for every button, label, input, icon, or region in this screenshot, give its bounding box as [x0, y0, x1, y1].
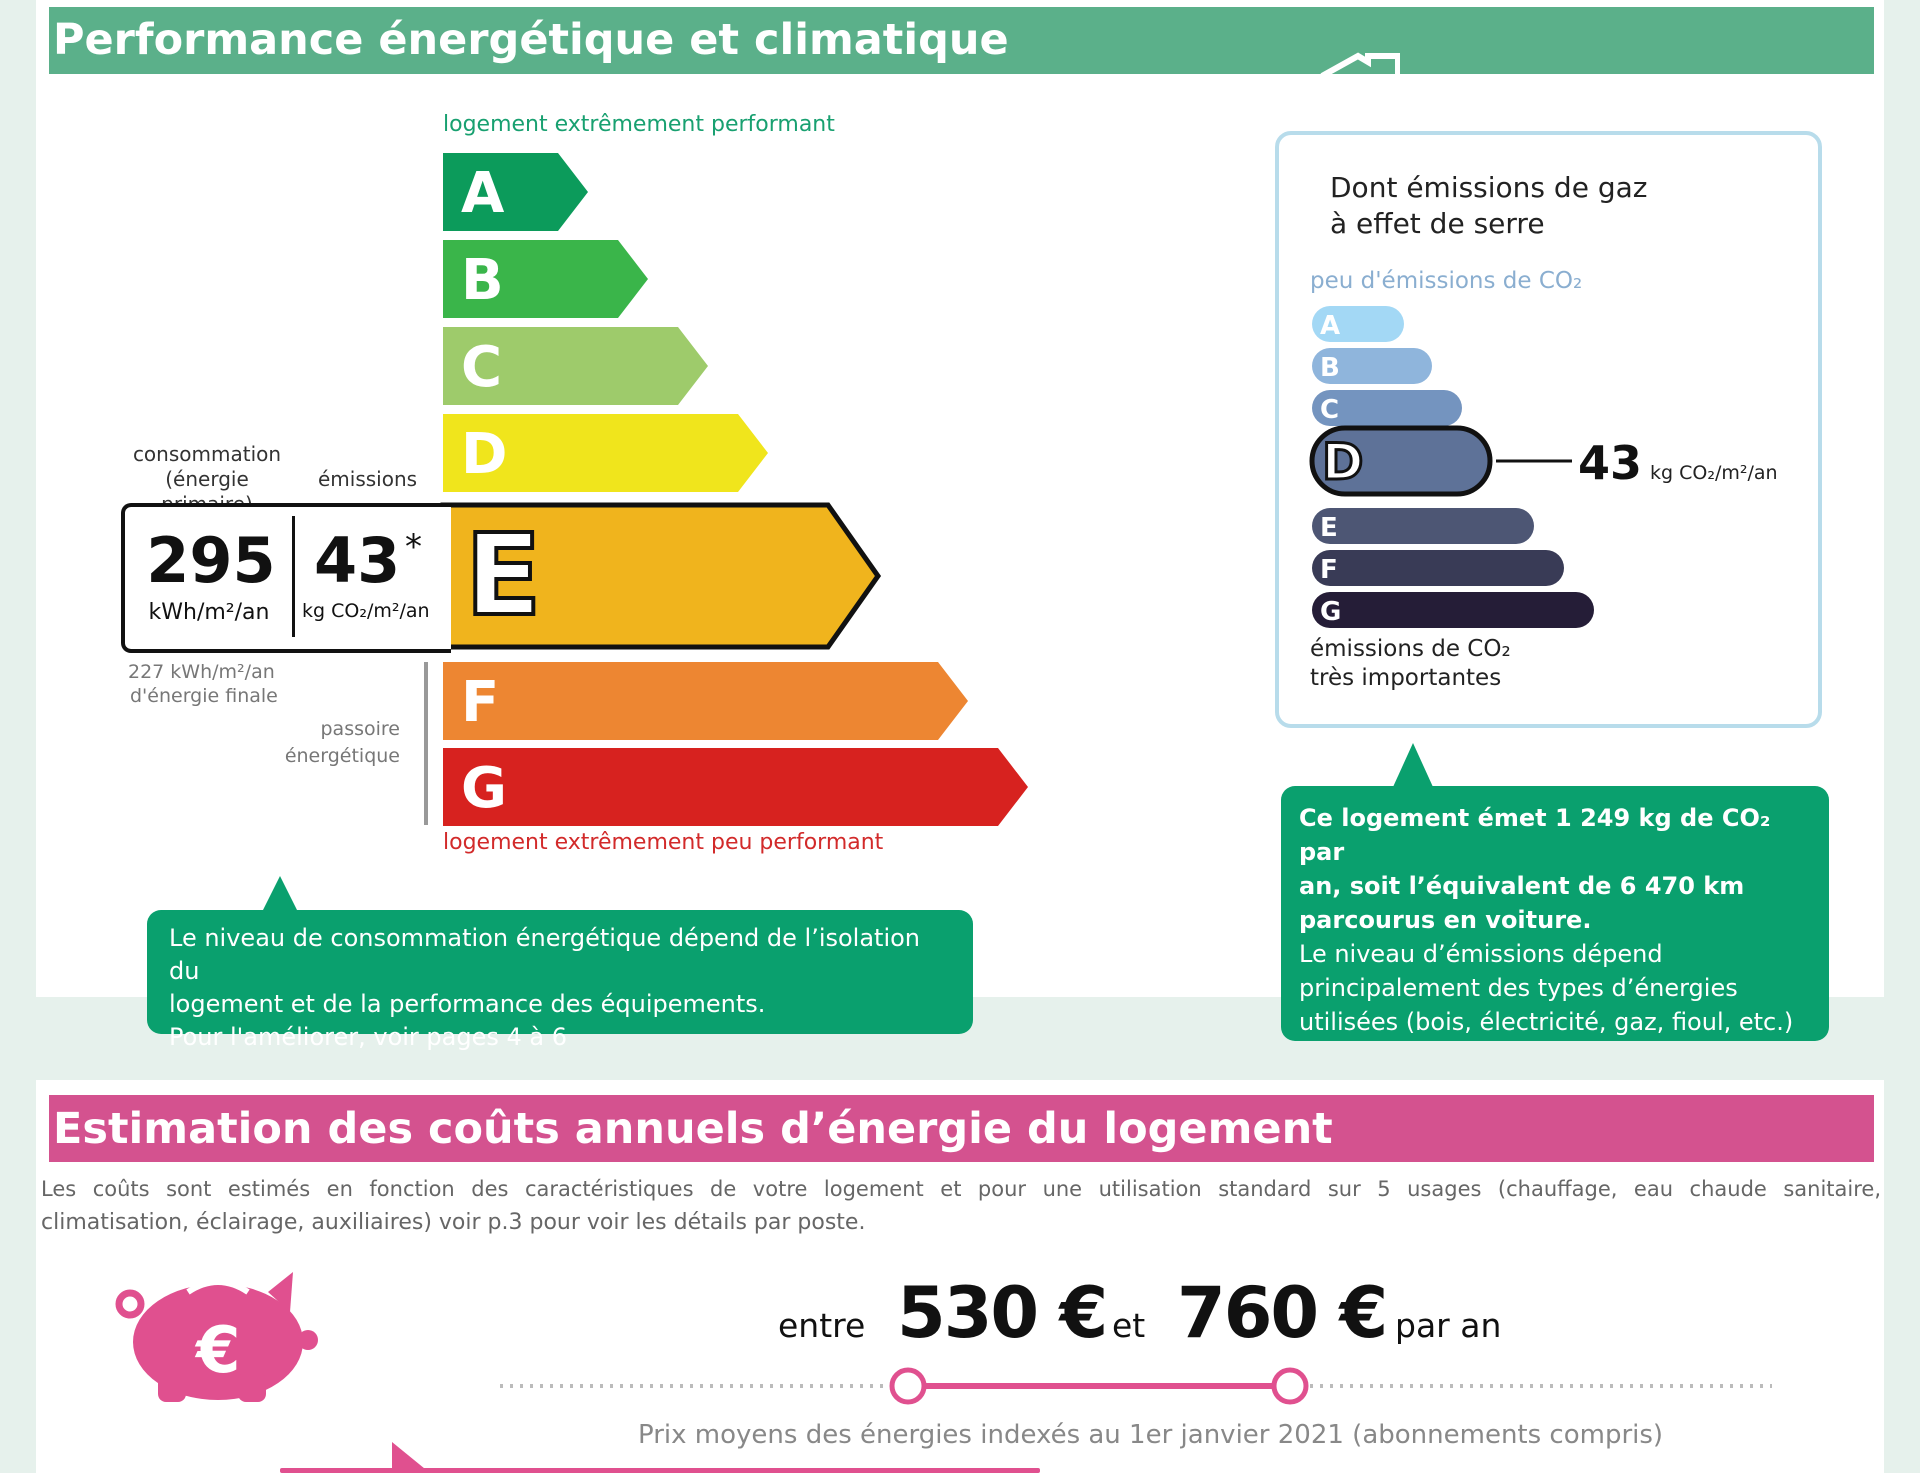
ges-class-letter-c: C: [1320, 395, 1339, 425]
ges-top-caption: peu d'émissions de CO₂: [1310, 268, 1583, 294]
ges-class-e: [1312, 508, 1534, 544]
ges-class-a: [1312, 306, 1404, 342]
final-energy-line2: d'énergie finale: [130, 685, 278, 707]
ges-bubble-pointer: [1393, 743, 1433, 787]
ges-class-letter-a: A: [1320, 311, 1340, 341]
costs-between-label: entre: [778, 1306, 866, 1345]
energy-bubble-pointer: [262, 876, 298, 912]
ges-class-letter-f: F: [1320, 555, 1338, 585]
energy-class-letter-b: B: [461, 248, 504, 313]
costs-footnote: Prix moyens des énergies indexés au 1er …: [638, 1420, 1664, 1450]
performance-title-band: [49, 7, 1874, 74]
energy-class-g: [443, 748, 1028, 826]
energy-bubble-line1: Le niveau de consommation énergétique dé…: [169, 924, 921, 985]
passoire-bar: [424, 662, 428, 825]
ges-class-letter-d: D: [1322, 433, 1364, 491]
energy-class-f: [443, 662, 968, 740]
passoire-line2: énergétique: [284, 745, 400, 767]
energy-class-letter-c: C: [461, 335, 502, 400]
energy-bubble-line2: logement et de la performance des équipe…: [169, 990, 766, 1018]
passoire-line1: passoire: [320, 718, 401, 740]
ges-bubble-line2: principalement des types d’énergies: [1299, 974, 1738, 1002]
value-box-divider: [292, 516, 295, 637]
energy-value-box: [121, 503, 451, 653]
ges-title-line2: à effet de serre: [1330, 207, 1545, 240]
ges-class-f: [1312, 550, 1564, 586]
ges-title: Dont émissions de gaz à effet de serre: [1330, 170, 1647, 242]
consumption-value: 295: [146, 524, 276, 597]
energy-info-bubble: Le niveau de consommation énergétique dé…: [147, 910, 973, 1051]
energy-class-d: [443, 414, 768, 492]
ges-class-letter-e: E: [1320, 513, 1338, 543]
energy-class-letter-d: D: [461, 422, 507, 487]
consumption-unit: kWh/m²/an: [148, 600, 270, 625]
energy-class-letter-f: F: [461, 670, 499, 735]
costs-and-label: et: [1112, 1306, 1146, 1345]
energy-top-caption: logement extrêmement performant: [443, 112, 835, 137]
costs-description-line1: Les coûts sont estimés en fonction des c…: [41, 1177, 1881, 1201]
house-icon: [1320, 52, 1400, 79]
costs-range-slider: [500, 1367, 1772, 1405]
energy-class-letter-e: E: [465, 511, 542, 641]
energy-class-c: [443, 327, 708, 405]
ges-bottom-caption-line2: très importantes: [1310, 665, 1502, 691]
ges-bubble-line1: Le niveau d’émissions dépend: [1299, 940, 1663, 968]
ges-bubble-line3: utilisées (bois, électricité, gaz, fioul…: [1299, 1008, 1794, 1036]
energy-class-letter-g: G: [461, 756, 507, 821]
emissions-unit: kg CO₂/m²/an: [302, 600, 430, 622]
ges-bubble-bold3: parcourus en voiture.: [1299, 906, 1592, 934]
energy-class-a: [443, 153, 588, 231]
svg-text:€: €: [194, 1314, 241, 1388]
energy-class-b: [443, 240, 648, 318]
energy-bubble-line3: Pour l'améliorer, voir pages 4 à 6: [169, 1023, 568, 1051]
ges-bubble-bold1: Ce logement émet 1 249 kg de CO₂ par: [1299, 804, 1771, 866]
ges-class-g: [1312, 592, 1594, 628]
ges-unit: kg CO₂/m²/an: [1650, 462, 1778, 484]
energy-class-letter-a: A: [461, 161, 505, 226]
ges-class-c: [1312, 390, 1462, 426]
final-energy-label: 227 kWh/m²/an d'énergie finale: [128, 660, 278, 708]
costs-high-value: 760 €: [1177, 1272, 1388, 1354]
costs-description: Les coûts sont estimés en fonction des c…: [41, 1172, 1881, 1240]
ges-bottom-caption: émissions de CO₂ très importantes: [1310, 635, 1511, 693]
emissions-asterisk: *: [405, 527, 422, 567]
emissions-header: émissions: [318, 467, 418, 491]
ges-bottom-caption-line1: émissions de CO₂: [1310, 636, 1511, 662]
ges-info-bubble: Ce logement émet 1 249 kg de CO₂ par an,…: [1281, 786, 1829, 1041]
ges-class-letter-g: G: [1320, 597, 1341, 627]
emissions-value: 43: [314, 524, 401, 597]
ges-class-b: [1312, 348, 1432, 384]
costs-description-line2: climatisation, éclairage, auxiliaires) v…: [41, 1210, 866, 1235]
costs-per-year-label: par an: [1395, 1306, 1502, 1345]
ges-bubble-bold2: an, soit l’équivalent de 6 470 km: [1299, 872, 1745, 900]
energy-bottom-caption: logement extrêmement peu performant: [443, 830, 884, 855]
ges-class-letter-b: B: [1320, 353, 1340, 383]
costs-low-value: 530 €: [897, 1272, 1108, 1354]
final-energy-line1: 227 kWh/m²/an: [128, 661, 275, 683]
passoire-label: passoire énergétique: [250, 716, 400, 770]
costs-bottom-pointer: [280, 1442, 1040, 1473]
costs-title-band: [49, 1095, 1874, 1162]
ges-class-d: [1309, 425, 1493, 497]
ges-value: 43: [1578, 436, 1643, 490]
piggy-bank-icon: €: [115, 1272, 318, 1402]
performance-title: Performance énergétique et climatique: [53, 15, 1009, 65]
consumption-header-line1: consommation: [132, 442, 282, 466]
ges-title-line1: Dont émissions de gaz: [1330, 171, 1648, 204]
costs-title: Estimation des coûts annuels d’énergie d…: [53, 1104, 1333, 1154]
